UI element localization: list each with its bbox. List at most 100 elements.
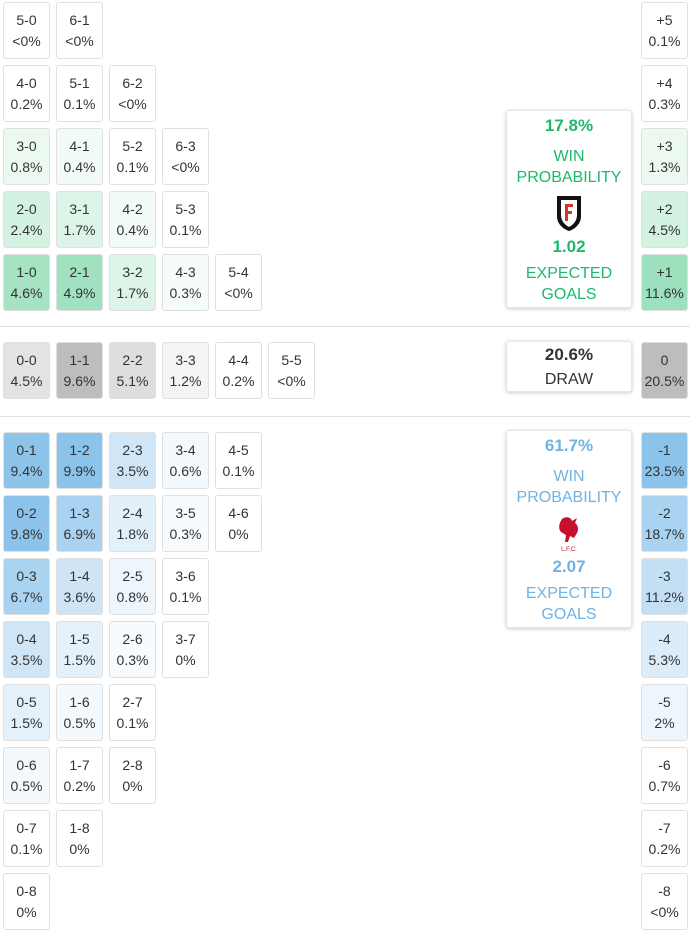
score-cell-label: 1-5 [69,630,90,647]
score-cell-label: 5-4 [228,263,249,280]
score-cell-label: 3-1 [69,200,90,217]
score-cell-label: 3-2 [122,263,143,280]
score-cell: 6-1 <0% [56,2,103,59]
home-win-label: WIN PROBABILITY [516,148,622,186]
margin-cell: +3 1.3% [641,128,688,185]
score-cell-label: 1-4 [69,567,90,584]
score-cell: 4-4 0.2% [215,342,262,399]
score-cell-label: 0-0 [16,351,37,368]
score-cell-prob: 2.4% [10,221,43,238]
margin-cell-prob: 2% [654,714,675,731]
score-cell: 5-3 0.1% [162,191,209,248]
score-cell-prob: 0.3% [169,284,202,301]
score-cell-label: 1-2 [69,441,90,458]
away-summary: 61.7% WIN PROBABILITY L.F.C. 2.07 EXPECT… [506,430,632,628]
score-cell-label: 5-5 [281,351,302,368]
margin-cell-label: +5 [656,11,673,28]
score-cell-label: 0-8 [16,882,37,899]
margin-cell-label: +2 [656,200,673,217]
score-cell: 4-0 0.2% [3,65,50,122]
score-cell: 2-0 2.4% [3,191,50,248]
score-cell-prob: 1.5% [63,651,96,668]
score-cell-label: 3-3 [175,351,196,368]
score-cell-label: 2-4 [122,504,143,521]
margin-cell-label: -3 [658,567,671,584]
score-cell: 1-5 1.5% [56,621,103,678]
score-cell: 5-1 0.1% [56,65,103,122]
draw-prob: 20.6% [544,345,594,364]
margin-cell-prob: 0.1% [648,32,681,49]
score-cell: 5-5 <0% [268,342,315,399]
score-cell-prob: 0.6% [169,462,202,479]
score-cell-label: 0-5 [16,693,37,710]
score-cell-label: 4-4 [228,351,249,368]
score-cell: 3-2 1.7% [109,254,156,311]
score-cell: 6-2 <0% [109,65,156,122]
score-cell: 3-6 0.1% [162,558,209,615]
score-cell-label: 2-5 [122,567,143,584]
score-cell-prob: 6.9% [63,525,96,542]
margin-cell: +5 0.1% [641,2,688,59]
score-cell-label: 3-4 [175,441,196,458]
score-cell-prob: 0.8% [10,158,43,175]
score-cell: 0-3 6.7% [3,558,50,615]
score-cell-label: 2-3 [122,441,143,458]
score-cell-label: 0-3 [16,567,37,584]
score-cell-label: 2-7 [122,693,143,710]
margin-cell: -4 5.3% [641,621,688,678]
score-cell: 2-7 0.1% [109,684,156,741]
score-cell: 0-2 9.8% [3,495,50,552]
score-cell: 4-5 0.1% [215,432,262,489]
score-cell-prob: <0% [171,158,200,175]
margin-cell-label: -4 [658,630,671,647]
divider [0,416,690,417]
score-cell: 4-2 0.4% [109,191,156,248]
score-cell-prob: <0% [118,95,147,112]
score-cell-label: 2-6 [122,630,143,647]
away-win-label: WIN PROBABILITY [516,468,622,506]
score-cell: 2-2 5.1% [109,342,156,399]
score-cell-prob: 0.1% [169,588,202,605]
score-cell-label: 1-0 [16,263,37,280]
margin-cell-prob: 11.6% [645,284,684,301]
score-cell-label: 4-2 [122,200,143,217]
score-cell-prob: 1.7% [63,221,96,238]
score-cell-label: 2-1 [69,263,90,280]
score-cell: 4-6 0% [215,495,262,552]
margin-cell-label: -2 [658,504,671,521]
score-cell-prob: 0.1% [116,158,149,175]
score-cell-prob: 0.2% [63,777,96,794]
margin-cell: -7 0.2% [641,810,688,867]
score-cell-prob: 0% [228,525,249,542]
score-cell: 1-6 0.5% [56,684,103,741]
margin-cell-label: +3 [656,137,673,154]
margin-cell-label: -8 [658,882,671,899]
score-cell-label: 4-5 [228,441,249,458]
score-cell-prob: 0.1% [63,95,96,112]
score-cell: 4-1 0.4% [56,128,103,185]
score-cell-label: 0-7 [16,819,37,836]
score-cell: 0-1 9.4% [3,432,50,489]
draw-summary: 20.6% DRAW [506,341,632,392]
divider [0,326,690,327]
score-cell-prob: 9.6% [63,372,96,389]
score-cell: 1-8 0% [56,810,103,867]
score-cell: 5-2 0.1% [109,128,156,185]
home-logo [557,196,581,231]
margin-cell-label: -5 [658,693,671,710]
score-cell-prob: 0.5% [10,777,43,794]
score-cell-label: 5-3 [175,200,196,217]
score-cell-label: 1-1 [69,351,90,368]
score-cell: 1-0 4.6% [3,254,50,311]
score-cell-prob: 1.2% [169,372,202,389]
score-cell: 2-6 0.3% [109,621,156,678]
score-cell-label: 0-2 [16,504,37,521]
score-cell: 2-3 3.5% [109,432,156,489]
score-cell-prob: 0% [69,840,90,857]
score-cell-label: 3-7 [175,630,196,647]
score-cell-label: 5-1 [69,74,90,91]
score-cell: 0-6 0.5% [3,747,50,804]
margin-cell-prob: <0% [650,903,679,920]
score-cell-prob: 0.1% [10,840,43,857]
margin-cell-label: +1 [656,263,673,280]
